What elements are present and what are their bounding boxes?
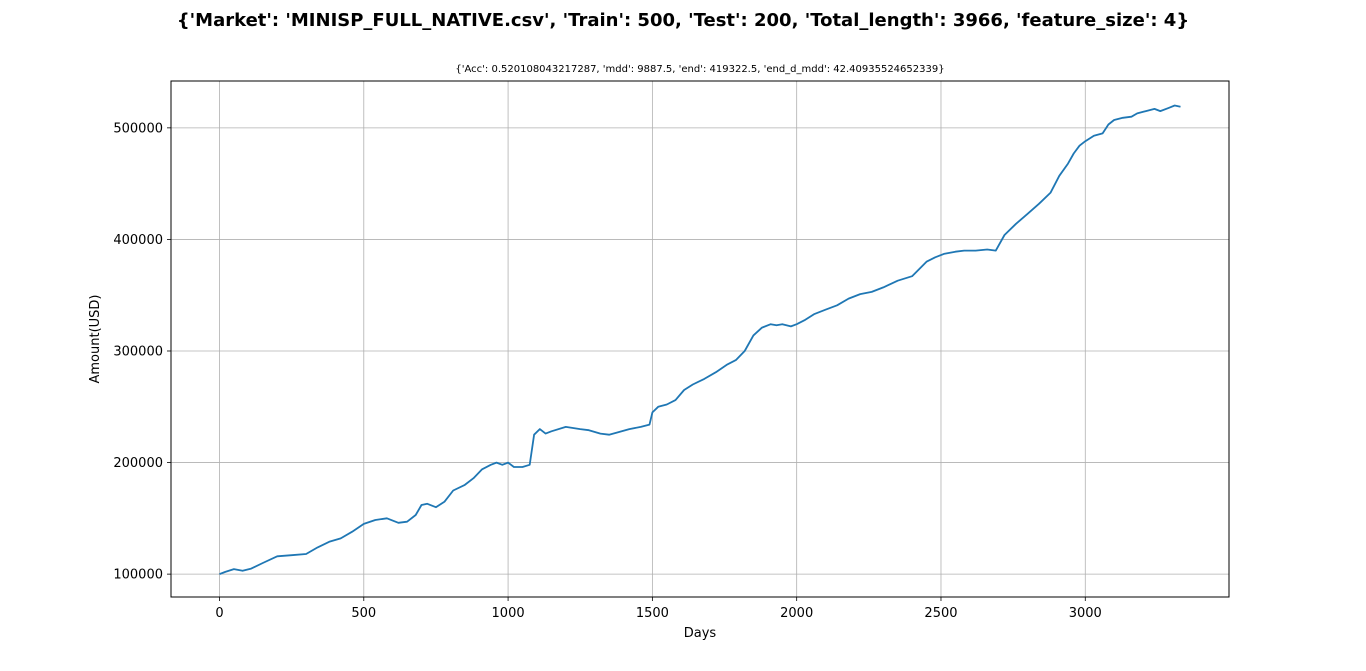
x-tick-label: 2000 xyxy=(780,606,813,621)
plot-frame xyxy=(170,80,1230,598)
plot-area xyxy=(171,81,1229,597)
x-tick-label: 1000 xyxy=(492,606,525,621)
chart-title: {'Acc': 0.520108043217287, 'mdd': 9887.5… xyxy=(455,64,944,75)
series-layer xyxy=(219,104,1181,575)
y-axis-label: Amount(USD) xyxy=(88,294,103,383)
x-tick-label: 2500 xyxy=(924,606,957,621)
x-tick-label: 3000 xyxy=(1069,606,1102,621)
figure-suptitle: {'Market': 'MINISP_FULL_NATIVE.csv', 'Tr… xyxy=(176,10,1190,31)
x-tick-label: 500 xyxy=(351,606,376,621)
y-tick-label: 400000 xyxy=(113,233,163,248)
x-tick-label: 1500 xyxy=(636,606,669,621)
y-tick-label: 300000 xyxy=(113,344,163,359)
y-tick-label: 200000 xyxy=(113,456,163,471)
y-tick-label: 500000 xyxy=(113,121,163,136)
ticks: 0 500 1000 1500 2000 2500 3000 100000 200000 3000… xyxy=(113,121,1101,621)
x-axis-label: Days xyxy=(684,626,717,641)
y-tick-label: 100000 xyxy=(113,568,163,583)
x-tick-label: 0 xyxy=(215,606,223,621)
grid xyxy=(171,81,1229,597)
series-line-0 xyxy=(219,104,1181,575)
